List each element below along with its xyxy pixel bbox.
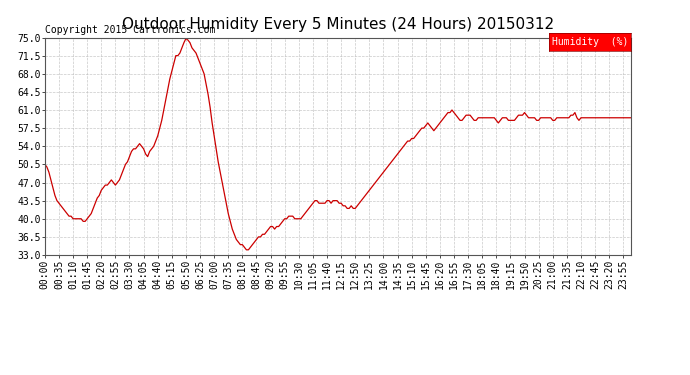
Title: Outdoor Humidity Every 5 Minutes (24 Hours) 20150312: Outdoor Humidity Every 5 Minutes (24 Hou… — [122, 17, 554, 32]
Text: Copyright 2015 Cartronics.com: Copyright 2015 Cartronics.com — [45, 26, 215, 35]
